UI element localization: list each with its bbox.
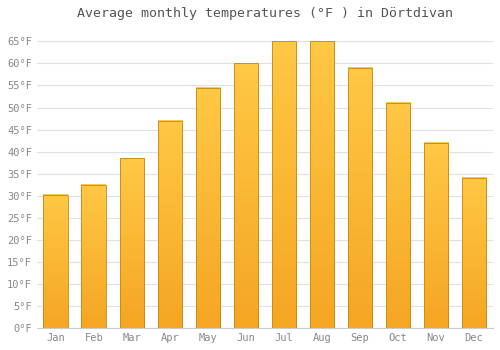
Bar	[158, 121, 182, 328]
Bar	[462, 178, 486, 328]
Bar	[386, 103, 410, 328]
Bar	[310, 41, 334, 328]
Title: Average monthly temperatures (°F ) in Dörtdivan: Average monthly temperatures (°F ) in Dö…	[77, 7, 453, 20]
Bar	[424, 143, 448, 328]
Bar	[44, 195, 68, 328]
Bar	[272, 41, 296, 328]
Bar	[120, 158, 144, 328]
Bar	[196, 88, 220, 328]
Bar	[234, 63, 258, 328]
Bar	[348, 68, 372, 328]
Bar	[82, 185, 106, 328]
